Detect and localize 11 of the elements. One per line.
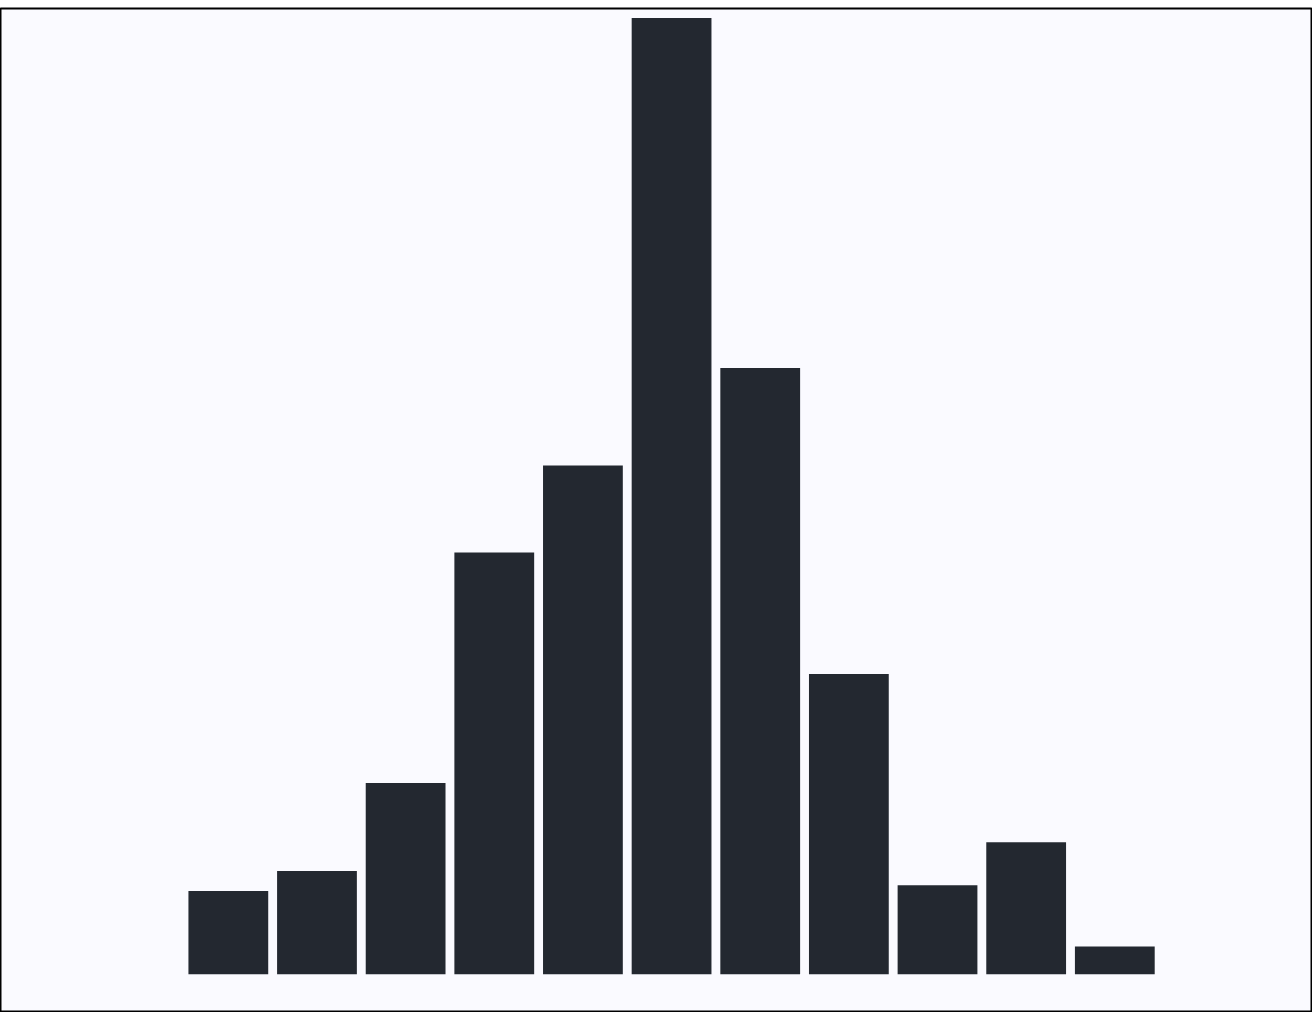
bar (986, 842, 1067, 975)
bar (808, 674, 889, 975)
bar (365, 783, 446, 975)
bar (720, 368, 801, 975)
bar (631, 18, 712, 975)
bar (188, 891, 269, 975)
bar (897, 885, 978, 975)
bar (454, 552, 535, 975)
bar (277, 870, 357, 975)
bar (1074, 946, 1155, 975)
bar (543, 465, 623, 975)
